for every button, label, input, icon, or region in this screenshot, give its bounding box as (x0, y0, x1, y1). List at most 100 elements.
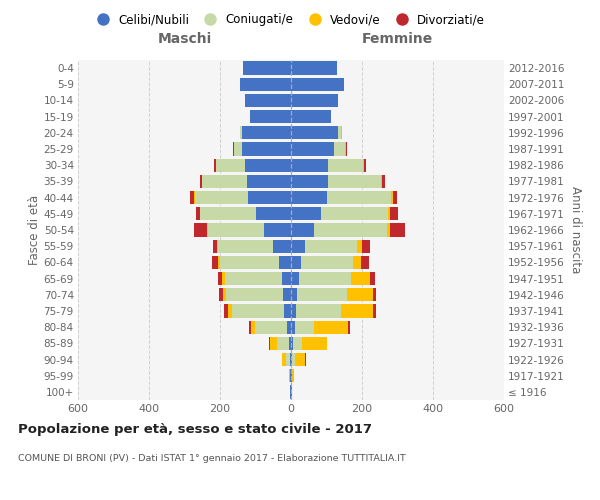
Bar (353, 256, 361, 269)
Bar (290, 386, 291, 398)
Bar (291, 126, 338, 140)
Bar (234, 142, 242, 156)
Bar (194, 224, 207, 236)
Bar (196, 207, 200, 220)
Text: COMUNE DI BRONI (PV) - Dati ISTAT 1° gennaio 2017 - Elaborazione TUTTITALIA.IT: COMUNE DI BRONI (PV) - Dati ISTAT 1° gen… (18, 454, 406, 463)
Bar (338, 126, 341, 140)
Bar (219, 288, 223, 302)
Bar (291, 158, 328, 172)
Bar (292, 369, 294, 382)
Bar (291, 94, 338, 107)
Bar (269, 336, 270, 350)
Bar (373, 288, 376, 302)
Bar (326, 191, 391, 204)
Bar (291, 175, 328, 188)
Bar (295, 320, 314, 334)
Bar (290, 369, 291, 382)
Bar (299, 272, 352, 285)
Bar (291, 256, 301, 269)
Bar (239, 78, 291, 91)
Bar (200, 207, 256, 220)
Bar (212, 256, 218, 269)
Bar (305, 240, 356, 253)
Bar (291, 320, 295, 334)
Bar (295, 353, 305, 366)
Bar (326, 336, 327, 350)
Bar (362, 240, 370, 253)
Bar (213, 240, 217, 253)
Bar (370, 272, 375, 285)
Bar (214, 158, 216, 172)
Bar (256, 207, 291, 220)
Y-axis label: Anni di nascita: Anni di nascita (569, 186, 581, 274)
Bar (348, 320, 350, 334)
Bar (249, 320, 251, 334)
Bar (298, 288, 347, 302)
Bar (301, 256, 353, 269)
Bar (292, 353, 295, 366)
Bar (273, 240, 291, 253)
Bar (341, 304, 373, 318)
Bar (247, 175, 291, 188)
Bar (289, 336, 291, 350)
Text: Maschi: Maschi (157, 32, 212, 46)
Bar (232, 304, 284, 318)
Bar (286, 353, 290, 366)
Bar (190, 191, 194, 204)
Bar (194, 191, 195, 204)
Bar (218, 272, 223, 285)
Bar (277, 336, 289, 350)
Y-axis label: Fasce di età: Fasce di età (28, 195, 41, 265)
Bar (364, 158, 365, 172)
Bar (282, 272, 291, 285)
Text: Popolazione per età, sesso e stato civile - 2017: Popolazione per età, sesso e stato civil… (18, 422, 372, 436)
Bar (388, 207, 389, 220)
Bar (226, 272, 282, 285)
Bar (291, 62, 337, 74)
Bar (373, 304, 376, 318)
Bar (345, 142, 346, 156)
Bar (302, 336, 326, 350)
Bar (218, 256, 220, 269)
Bar (287, 320, 291, 334)
Bar (356, 240, 362, 253)
Bar (321, 207, 388, 220)
Bar (291, 191, 326, 204)
Bar (243, 62, 291, 74)
Bar (328, 175, 381, 188)
Bar (347, 288, 373, 302)
Bar (305, 353, 306, 366)
Bar (195, 191, 248, 204)
Bar (218, 240, 273, 253)
Bar (226, 288, 283, 302)
Bar (242, 126, 291, 140)
Bar (242, 142, 291, 156)
Bar (291, 207, 321, 220)
Bar (328, 158, 363, 172)
Bar (291, 288, 298, 302)
Bar (283, 288, 291, 302)
Bar (224, 304, 228, 318)
Bar (248, 191, 291, 204)
Bar (217, 240, 218, 253)
Bar (223, 288, 226, 302)
Bar (233, 142, 234, 156)
Bar (293, 336, 302, 350)
Bar (289, 369, 290, 382)
Bar (290, 353, 291, 366)
Bar (207, 224, 208, 236)
Bar (202, 175, 247, 188)
Bar (220, 256, 278, 269)
Bar (291, 336, 293, 350)
Bar (282, 353, 286, 366)
Bar (391, 191, 393, 204)
Bar (223, 272, 226, 285)
Bar (291, 110, 331, 124)
Legend: Celibi/Nubili, Coniugati/e, Vedovi/e, Divorziati/e: Celibi/Nubili, Coniugati/e, Vedovi/e, Di… (86, 8, 490, 31)
Bar (314, 224, 387, 236)
Bar (278, 256, 291, 269)
Bar (200, 175, 202, 188)
Bar (291, 386, 292, 398)
Bar (291, 272, 299, 285)
Bar (240, 126, 242, 140)
